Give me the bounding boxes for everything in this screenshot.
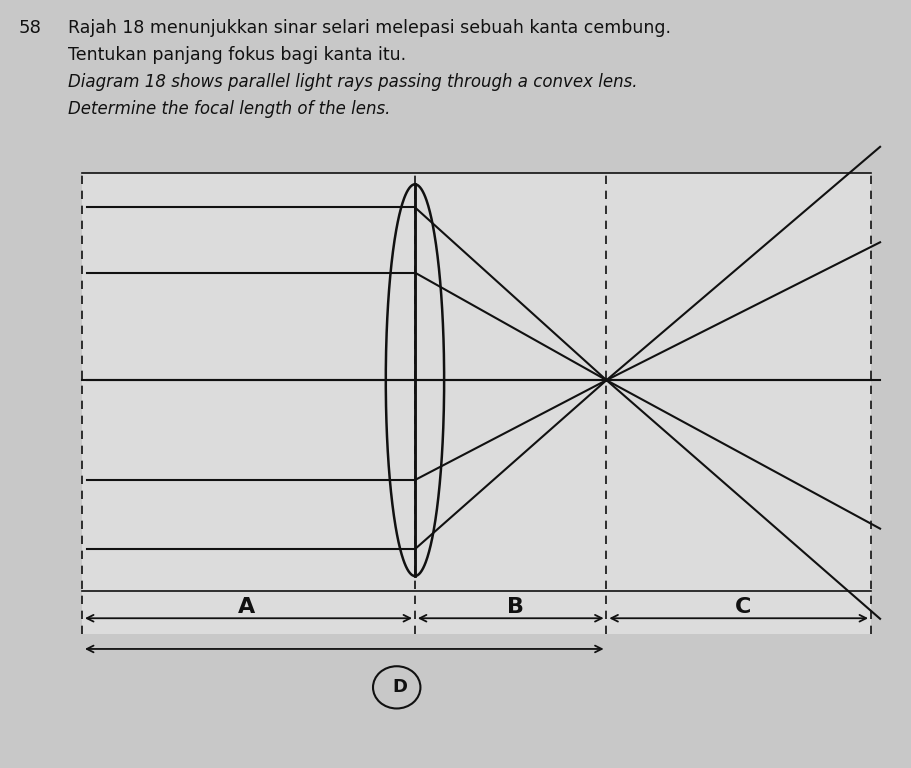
Text: 58: 58 [18, 19, 41, 37]
Text: Determine the focal length of the lens.: Determine the focal length of the lens. [68, 100, 390, 118]
Text: B: B [507, 597, 523, 617]
Text: Tentukan panjang fokus bagi kanta itu.: Tentukan panjang fokus bagi kanta itu. [68, 46, 406, 64]
Text: C: C [734, 597, 751, 617]
Text: Rajah 18 menunjukkan sinar selari melepasi sebuah kanta cembung.: Rajah 18 menunjukkan sinar selari melepa… [68, 19, 670, 37]
Bar [82, 173, 870, 634]
Text: D: D [393, 678, 407, 697]
Text: A: A [238, 597, 254, 617]
Text: Diagram 18 shows parallel light rays passing through a convex lens.: Diagram 18 shows parallel light rays pas… [68, 73, 637, 91]
